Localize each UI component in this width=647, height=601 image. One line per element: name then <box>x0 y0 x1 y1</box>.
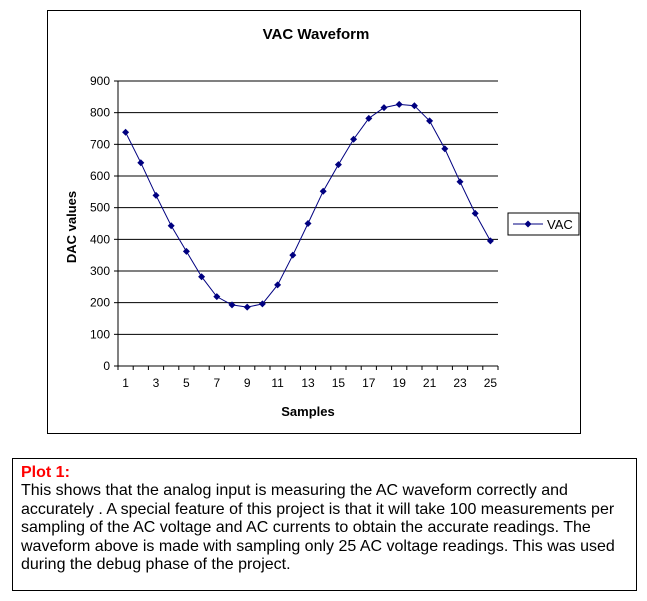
y-axis-label: DAC values <box>64 191 79 263</box>
x-tick-label: 3 <box>153 376 160 390</box>
chart-frame: VAC Waveform Samples DAC values 0 100 200 3… <box>47 10 581 434</box>
legend-label-vac: VAC <box>547 217 573 232</box>
y-tick-label: 200 <box>90 296 110 310</box>
x-tick-label: 9 <box>244 376 251 390</box>
y-tick-label: 600 <box>90 169 110 183</box>
x-tick-label: 25 <box>484 376 498 390</box>
vac-waveform-chart: VAC Waveform Samples DAC values 0 100 200 3… <box>64 26 580 419</box>
x-tick-label: 7 <box>213 376 220 390</box>
y-tick-label: 100 <box>90 327 110 341</box>
x-tick-label: 5 <box>183 376 190 390</box>
data-point <box>258 300 266 308</box>
data-point <box>228 301 236 309</box>
x-tick-label: 13 <box>301 376 315 390</box>
x-tick-label: 1 <box>122 376 129 390</box>
x-tick-label: 11 <box>271 376 284 390</box>
data-point <box>426 117 434 125</box>
data-point <box>441 145 449 153</box>
y-tick-label: 700 <box>90 137 110 151</box>
x-tick-label: 19 <box>393 376 407 390</box>
series-line-vac <box>125 103 491 308</box>
x-tick-label: 21 <box>423 376 437 390</box>
data-point <box>350 135 358 143</box>
data-point <box>137 159 145 167</box>
data-point <box>304 220 312 227</box>
data-point <box>395 100 403 108</box>
x-axis-label: Samples <box>281 404 334 419</box>
data-point <box>274 281 282 289</box>
data-point <box>365 114 373 122</box>
data-point <box>243 303 251 311</box>
x-tick-label: 15 <box>332 376 346 390</box>
data-point <box>182 247 190 255</box>
y-tick-label: 300 <box>90 264 110 278</box>
data-point <box>334 161 342 169</box>
x-tick-label: 17 <box>362 376 376 390</box>
data-point <box>380 104 388 112</box>
legend-marker <box>524 220 532 228</box>
data-point <box>213 293 221 301</box>
data-point <box>319 187 327 195</box>
y-tick-label: 500 <box>90 201 110 215</box>
caption-box: Plot 1: This shows that the analog input… <box>12 458 637 591</box>
grid-lines <box>118 80 498 335</box>
x-tick-label: 23 <box>453 376 467 390</box>
y-tick-label: 0 <box>103 359 110 373</box>
y-tick-label: 800 <box>90 106 110 120</box>
caption-title: Plot 1: <box>21 464 70 481</box>
data-point <box>471 209 479 217</box>
y-tick-label: 900 <box>90 74 110 88</box>
data-point <box>198 273 206 281</box>
series-vac <box>122 100 494 311</box>
data-point <box>289 251 297 259</box>
chart-title: VAC Waveform <box>263 26 370 43</box>
data-point <box>152 191 160 199</box>
legend-box <box>507 212 580 236</box>
y-tick-label: 400 <box>90 232 110 246</box>
legend: VAC <box>507 212 580 236</box>
data-point <box>486 237 494 245</box>
data-point <box>410 102 418 110</box>
caption-body: This shows that the analog input is meas… <box>21 482 615 573</box>
data-point <box>456 178 464 186</box>
data-point <box>122 128 130 136</box>
data-point <box>167 222 175 230</box>
